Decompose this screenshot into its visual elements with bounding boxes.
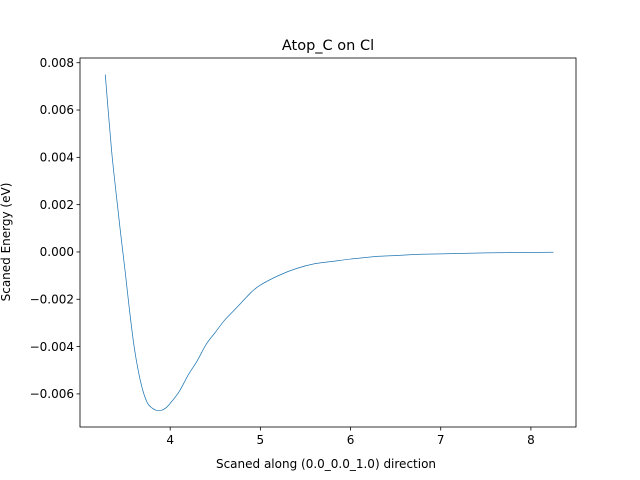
x-tick-label: 6 [347,433,355,447]
energy-curve-line [104,74,554,412]
y-tick-label: 0.002 [40,198,74,212]
x-axis-label: Scaned along (0.0_0.0_1.0) direction [216,457,436,471]
y-tick-label: 0.004 [40,151,74,165]
y-axis-label: Scaned Energy (eV) [0,183,13,302]
x-tick-label: 5 [257,433,265,447]
plot-background [80,58,576,427]
x-axis: 4 5 6 7 8 [166,427,535,447]
chart-title: Atop_C on Cl [282,38,374,54]
plot-frame [79,57,577,428]
x-tick-label: 4 [166,433,174,447]
x-tick-label: 8 [527,433,535,447]
x-tick-label: 7 [437,433,445,447]
y-tick-label: 0.008 [40,56,74,70]
y-tick-label: −0.004 [30,340,74,354]
y-tick-label: −0.002 [30,292,74,306]
y-tick-label: 0.006 [40,103,74,117]
y-tick-label: −0.006 [30,387,74,401]
y-tick-label: 0.000 [40,245,74,259]
series-layer [104,74,554,412]
y-axis: −0.006 −0.004 −0.002 0.000 0.002 0.004 0.006 0.… [30,56,80,401]
